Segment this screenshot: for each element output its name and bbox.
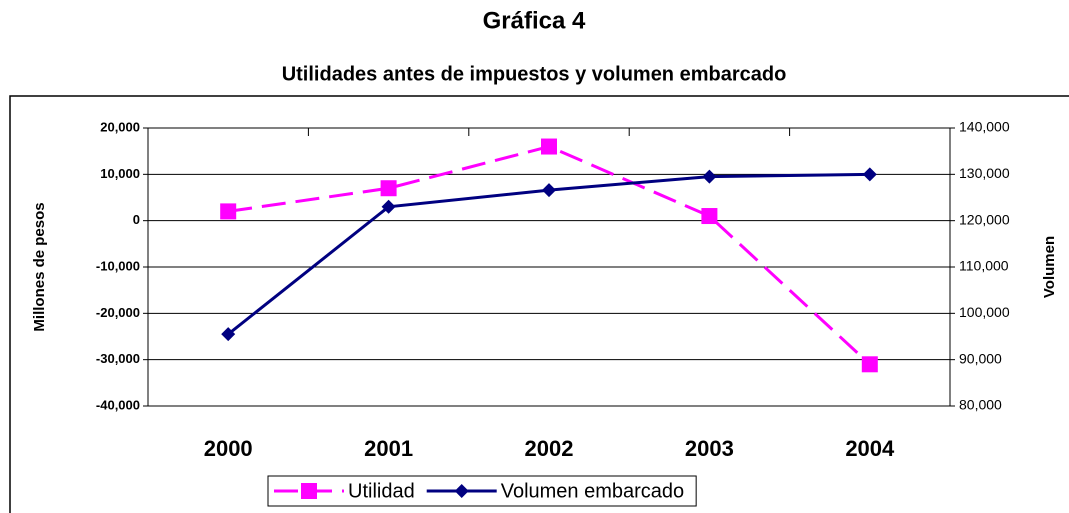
legend-label: Volumen embarcado bbox=[501, 480, 684, 502]
x-tick-label: 2004 bbox=[845, 436, 895, 461]
marker bbox=[221, 327, 236, 342]
legend: Utilidad Volumen embarcado bbox=[267, 475, 697, 507]
x-tick-label: 2002 bbox=[525, 436, 574, 461]
y2-tick-label: 90,000 bbox=[959, 350, 1002, 366]
legend-marker bbox=[454, 484, 469, 498]
chart-title: Gráfica 4 bbox=[483, 7, 586, 34]
y-tick-label: 20,000 bbox=[100, 119, 140, 134]
y2-tick-label: 130,000 bbox=[959, 165, 1010, 181]
legend-marker bbox=[301, 483, 317, 499]
y-tick-label: -20,000 bbox=[96, 305, 140, 320]
marker bbox=[701, 208, 718, 225]
marker bbox=[862, 167, 877, 182]
x-tick-label: 2003 bbox=[685, 436, 734, 461]
y2-tick-label: 120,000 bbox=[959, 211, 1010, 227]
series-line bbox=[227, 144, 871, 366]
y2-tick-label: 100,000 bbox=[959, 304, 1010, 320]
marker bbox=[861, 356, 878, 373]
marker bbox=[541, 138, 557, 155]
y-tick-label: 10,000 bbox=[100, 166, 140, 181]
marker bbox=[381, 199, 396, 214]
legend-label: Utilidad bbox=[348, 480, 415, 502]
marker bbox=[702, 169, 717, 184]
y2-tick-label: 140,000 bbox=[959, 119, 1010, 135]
y-tick-label: 0 bbox=[133, 212, 140, 227]
marker bbox=[220, 203, 237, 220]
chart-border bbox=[9, 95, 1069, 513]
x-tick-label: 2001 bbox=[364, 436, 413, 461]
y2-axis-title: Volumen bbox=[1041, 236, 1058, 298]
chart-subtitle: Utilidades antes de impuestos y volumen … bbox=[282, 63, 787, 85]
x-tick-label: 2000 bbox=[204, 436, 253, 461]
y-tick-label: -10,000 bbox=[96, 258, 140, 273]
marker bbox=[380, 180, 397, 197]
y2-tick-label: 110,000 bbox=[959, 258, 1009, 274]
series-line bbox=[227, 172, 870, 336]
y-tick-label: -40,000 bbox=[96, 397, 140, 412]
marker bbox=[542, 183, 556, 198]
y2-tick-label: 80,000 bbox=[959, 397, 1002, 413]
y-tick-label: -30,000 bbox=[96, 351, 140, 366]
y-axis-title: Millones de pesos bbox=[31, 202, 48, 331]
